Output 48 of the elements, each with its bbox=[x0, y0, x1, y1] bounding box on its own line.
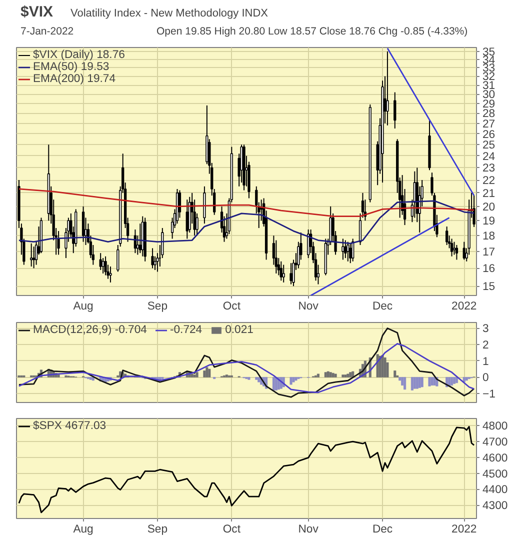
y-tick-label: 15 bbox=[482, 281, 496, 294]
y-tick-label: 4600 bbox=[482, 452, 508, 464]
y-tick-label: 4400 bbox=[482, 484, 508, 496]
x-tick-label: 2022 bbox=[452, 300, 477, 312]
y-tick-label: 3 bbox=[482, 323, 489, 336]
y-tick-label: 2 bbox=[482, 340, 489, 352]
chart-subtitle: Volatility Index - New Methodology INDX bbox=[70, 8, 269, 20]
y-tick-label: 26 bbox=[482, 128, 496, 141]
x-tick-label: Sep bbox=[147, 300, 168, 312]
y-tick-label: 1 bbox=[482, 356, 489, 368]
y-tick-label: 23 bbox=[482, 162, 496, 175]
text: 7-Jan-2022 bbox=[20, 26, 74, 38]
x-tick-label: Nov bbox=[298, 524, 319, 536]
text: Open 19.85 High 20.80 Low 18.57 Close 18.76 Chg -0.85 (-4.33%) bbox=[156, 26, 468, 38]
y-tick-label: 4700 bbox=[482, 436, 508, 449]
legend-label: $VIX (Daily) 18.76 bbox=[33, 49, 125, 61]
y-tick-label: 4500 bbox=[482, 468, 508, 480]
x-tick-label: Sep bbox=[147, 524, 168, 536]
y-tick-label: 20 bbox=[482, 201, 496, 214]
y-tick-label: 4800 bbox=[482, 420, 508, 433]
legend-label: $SPX 4677.03 bbox=[33, 420, 106, 432]
legend-label: EMA(50) 19.53 bbox=[33, 61, 110, 73]
x-tick-label: Oct bbox=[222, 300, 242, 312]
x-tick-label: Aug bbox=[73, 524, 94, 536]
y-tick-label: 17 bbox=[482, 246, 496, 258]
y-tick-label: 27 bbox=[482, 118, 496, 130]
x-tick-label: Dec bbox=[372, 524, 393, 536]
y-tick-label: 19 bbox=[482, 216, 496, 228]
x-tick-label: Nov bbox=[298, 300, 319, 312]
legend-label: MACD(12,26,9) -0.704 bbox=[33, 324, 147, 336]
y-tick-label: 21 bbox=[482, 188, 496, 200]
legend-label: -0.724 bbox=[170, 324, 202, 336]
y-tick-label: 4300 bbox=[482, 500, 508, 512]
y-tick-label: 16 bbox=[482, 263, 496, 276]
x-tick-label: Oct bbox=[222, 524, 242, 536]
y-tick-label: 28 bbox=[482, 108, 496, 120]
x-tick-label: Dec bbox=[372, 300, 393, 312]
x-tick-label: 2022 bbox=[452, 524, 477, 536]
x-tick-label: Aug bbox=[73, 300, 94, 312]
y-tick-label: 24 bbox=[482, 150, 496, 163]
y-tick-label: 25 bbox=[482, 140, 496, 152]
chart-title: $VIX bbox=[20, 4, 54, 20]
y-tick-label: 0 bbox=[482, 372, 489, 384]
legend-label: EMA(200) 19.74 bbox=[33, 73, 116, 85]
legend-label: 0.021 bbox=[225, 324, 254, 336]
y-tick-label: 18 bbox=[482, 230, 496, 243]
y-tick-label: −1 bbox=[482, 388, 496, 401]
y-tick-label: 22 bbox=[482, 175, 496, 188]
